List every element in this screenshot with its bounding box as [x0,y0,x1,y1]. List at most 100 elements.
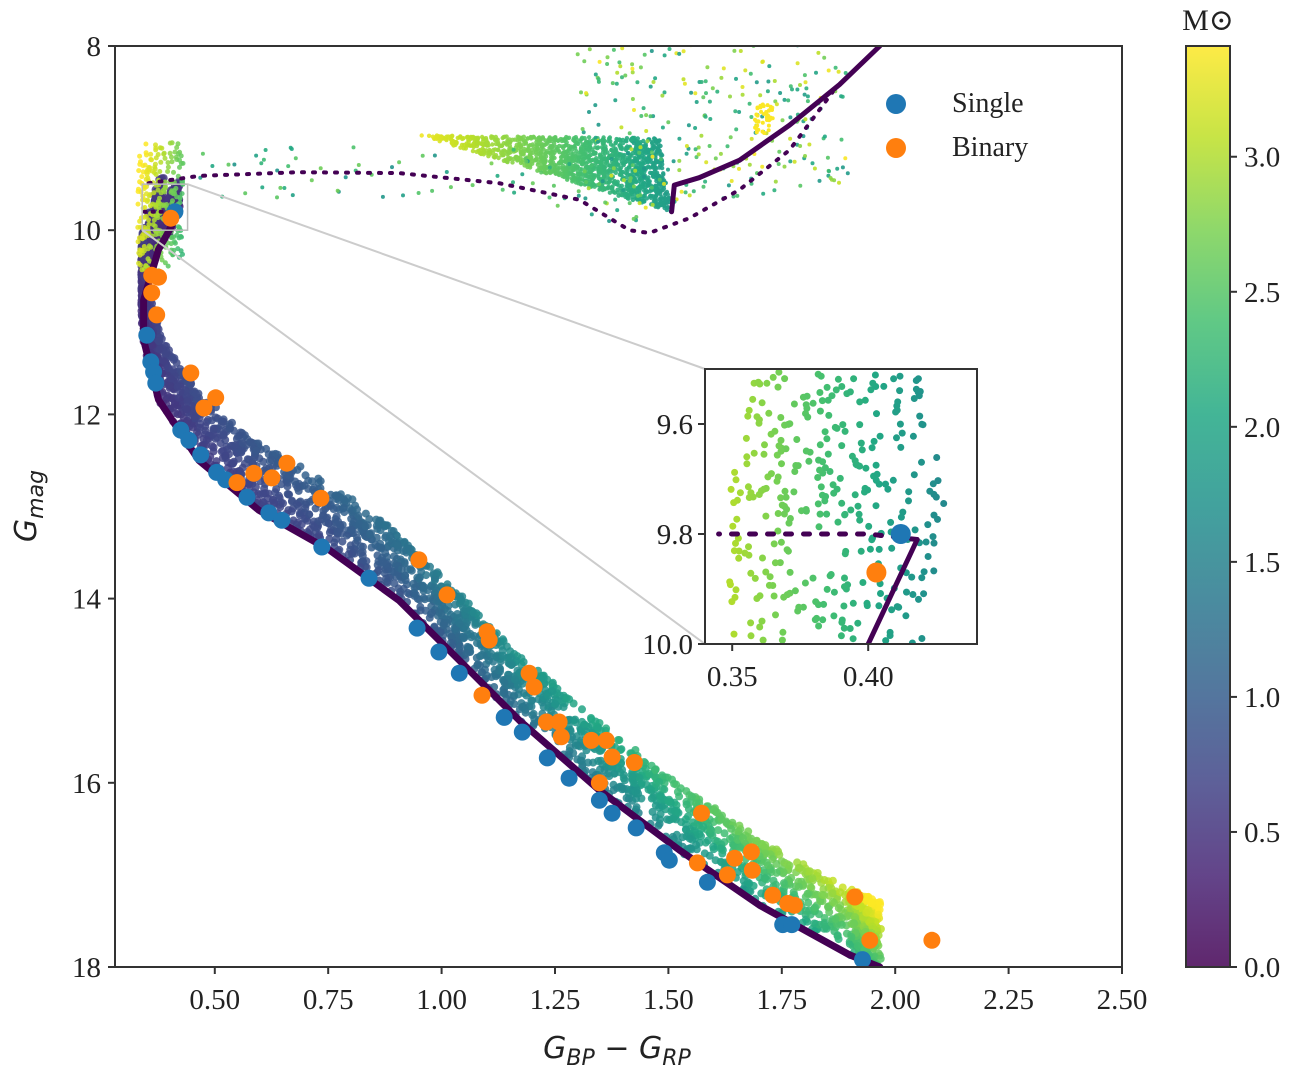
population-point [459,632,468,641]
population-point [528,143,533,148]
population-point [563,150,568,155]
population-point [729,179,734,183]
population-point [484,148,489,153]
population-point [654,172,659,177]
population-point [697,832,705,841]
population-point [632,188,637,193]
population-point [642,199,647,204]
population-point [566,156,571,161]
population-point [423,586,432,595]
population-point [235,431,244,440]
population-point [162,155,168,161]
population-point [565,136,570,141]
population-point [294,486,303,495]
population-point [358,552,367,560]
population-point [587,158,593,163]
population-point [779,868,788,877]
population-point [836,888,845,897]
population-point [838,25,842,29]
population-point [479,141,485,147]
population-point [562,694,571,703]
population-point [371,540,380,549]
population-point [635,142,640,147]
population-point [191,389,200,398]
population-point [178,153,184,159]
population-point [613,153,619,158]
population-point [229,459,238,468]
population-point [534,152,539,158]
population-point [300,481,309,490]
population-point [776,162,781,166]
population-point [716,844,725,853]
population-point [617,60,622,65]
population-point [174,194,180,200]
population-point [515,157,520,162]
population-point [439,621,448,630]
population-point [803,889,812,898]
population-point [458,145,463,150]
population-point [422,571,431,580]
population-point [617,152,622,157]
population-point [174,145,180,150]
population-point [621,169,626,175]
population-point [785,861,794,870]
population-point [642,185,648,190]
population-point [630,163,635,168]
population-point [183,405,192,414]
population-point [530,714,539,723]
population-point [699,822,708,831]
population-point [658,784,667,793]
population-point [536,141,541,146]
population-point [231,441,240,450]
population-point [635,80,640,85]
population-point [691,189,696,194]
population-point [169,154,174,160]
population-point [749,136,754,141]
population-point [644,113,649,118]
population-point [490,142,495,147]
population-point [774,38,778,42]
population-point [677,136,682,141]
population-point [578,158,583,163]
population-point [653,183,658,188]
population-point [645,177,650,182]
population-point [630,70,635,75]
population-point [762,858,771,867]
population-point [179,191,185,197]
population-point [151,190,157,196]
population-point [136,260,142,266]
population-point [155,152,161,157]
population-point [571,715,580,724]
population-point [167,140,173,146]
population-point [528,151,533,156]
population-point [293,465,302,474]
population-point [803,80,808,85]
population-point [645,160,651,165]
population-point [847,932,856,941]
population-point [178,161,184,166]
population-point [582,59,587,64]
population-point [647,165,653,170]
population-point [403,544,412,553]
population-point [699,133,704,138]
population-point [544,171,549,176]
population-point [238,439,247,448]
population-point [148,203,153,209]
population-point [616,193,621,198]
population-point [617,143,622,148]
population-point [362,563,371,572]
population-point [541,147,546,152]
population-point [627,165,632,170]
population-point [291,477,300,486]
population-point [779,879,788,888]
population-point [507,660,516,669]
population-point [868,922,877,931]
population-point [620,140,626,146]
population-point [802,73,807,78]
population-point [657,177,662,182]
population-point [599,184,604,190]
population-point [152,161,158,167]
population-point [798,144,803,148]
population-point [733,868,742,876]
population-point [301,471,310,480]
